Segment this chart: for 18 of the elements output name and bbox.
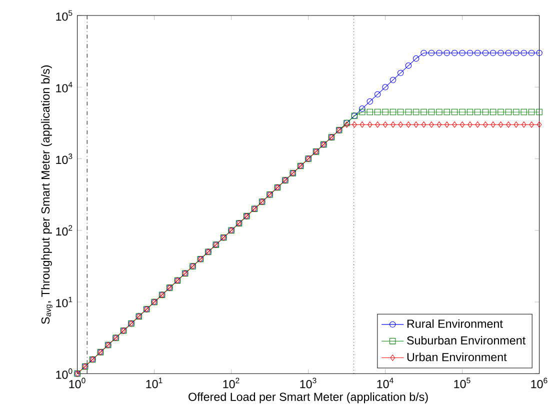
y-tick-label: 10$^{5}$ — [56, 10, 72, 21]
y-tick-label: 10$^{0}$ — [56, 368, 72, 380]
x-tick-label: 10$^{6}$ — [531, 378, 548, 388]
y-axis-title: S$_{avg}$, Throughput per Smart Meter (application b/s) — [41, 66, 52, 324]
x-tick-label: 10$^{4}$ — [377, 378, 394, 388]
legend-label: Rural Environment — [407, 319, 503, 328]
x-tick-label: 10$^{0}$ — [69, 378, 86, 388]
y-tick-label: 10$^{4}$ — [56, 82, 72, 92]
x-tick-label: 10$^{3}$ — [300, 378, 316, 388]
x-tick-label: 10$^{2}$ — [223, 378, 240, 388]
x-tick-label: 10$^{5}$ — [454, 378, 470, 388]
x-axis-title: Offered Load per Smart Meter (application b/s) — [188, 392, 428, 404]
y-tick-label: 10$^{1}$ — [56, 296, 72, 308]
y-tick-label: 10$^{2}$ — [56, 225, 72, 236]
legend-label: Urban Environment — [407, 352, 507, 362]
x-tick-label: 10$^{1}$ — [146, 378, 162, 388]
legend-label: Suburban Environment — [407, 336, 526, 345]
y-tick-label: 10$^{3}$ — [56, 154, 72, 164]
